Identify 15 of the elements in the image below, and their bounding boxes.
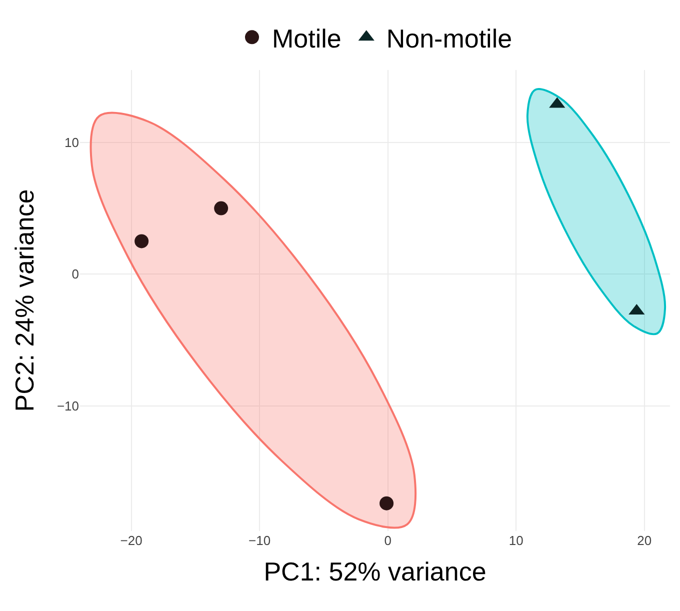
y-tick-label: −10 xyxy=(56,398,79,414)
point xyxy=(380,496,394,510)
y-tick-label: 0 xyxy=(72,266,79,282)
x-tick-label: 10 xyxy=(508,533,524,548)
x-tick-label: −10 xyxy=(248,533,271,548)
point xyxy=(134,234,149,248)
point xyxy=(214,201,228,216)
y-tick-label: 10 xyxy=(64,134,79,150)
legend-label: Motile xyxy=(272,23,342,54)
x-tick-label: −20 xyxy=(120,533,142,548)
x-axis-title: PC1: 52% variance xyxy=(264,556,486,587)
x-tick-label: 0 xyxy=(384,533,392,548)
y-axis-title: PC2: 24% variance xyxy=(9,189,40,412)
legend-label: Non-motile xyxy=(386,23,512,54)
x-tick-label: 20 xyxy=(637,533,652,548)
